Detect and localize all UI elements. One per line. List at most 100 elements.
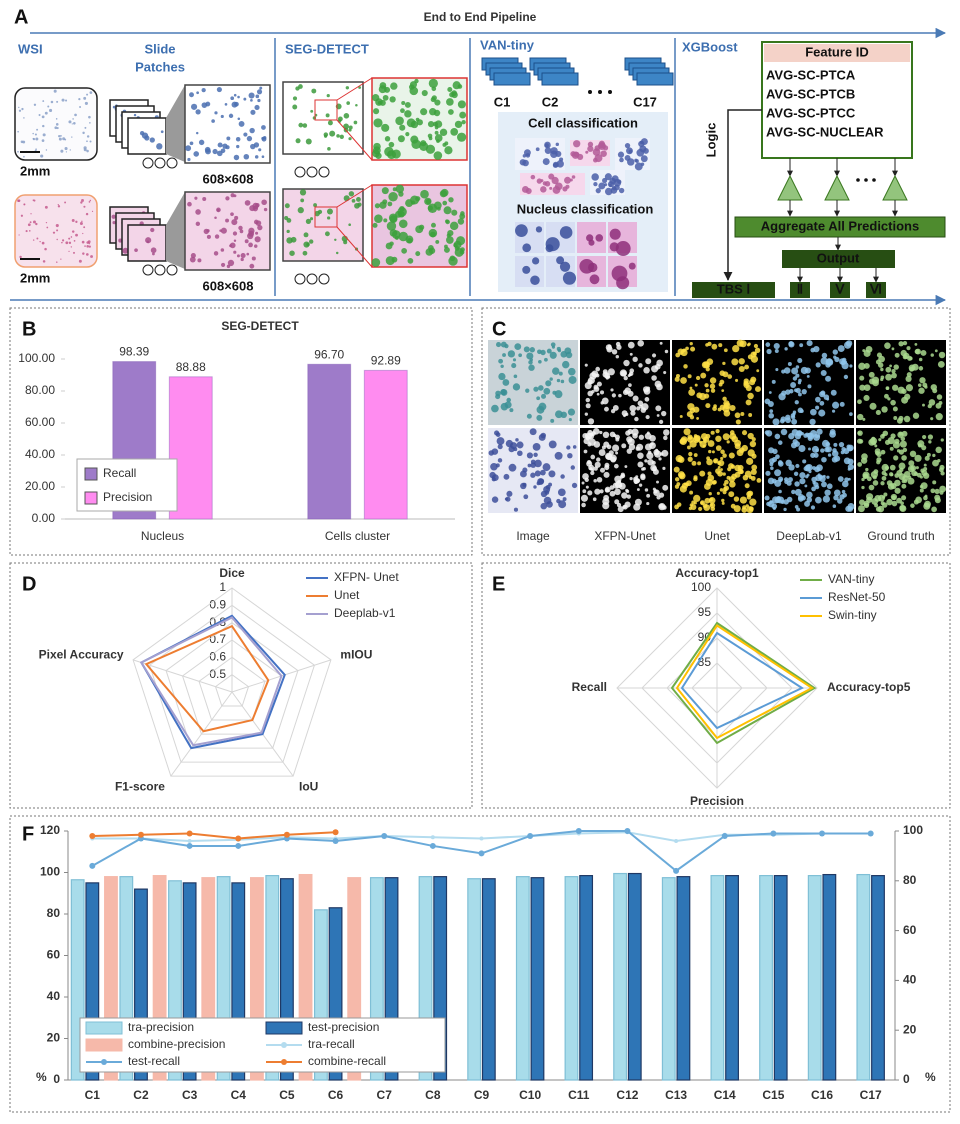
image-texture [303,241,310,248]
image-texture [86,149,89,153]
image-texture [658,419,664,425]
image-texture [253,244,258,248]
image-texture [744,364,750,370]
aggregate-box [734,216,946,238]
image-texture [656,383,663,391]
image-texture [661,410,667,417]
image-texture [83,146,87,150]
image-texture [673,466,680,473]
image-texture [222,143,228,149]
grid-ring [132,587,332,777]
image-texture [824,446,830,453]
image-texture [297,207,304,214]
bar [676,876,691,1081]
image-texture [33,103,37,106]
image-texture [56,100,59,103]
image-texture [500,364,504,369]
image-texture [798,378,802,383]
image-texture [926,452,931,457]
image-texture [889,472,894,477]
image-texture [571,482,578,489]
image-texture [189,256,196,263]
image-texture [84,245,86,247]
image-texture [534,459,542,468]
image-texture [544,141,551,149]
x-tick-label: C11 [568,1088,590,1102]
line-marker [235,842,242,849]
image-texture [905,384,914,392]
image-texture [543,496,552,505]
image-texture [513,447,518,452]
more-dots [154,157,166,169]
image-texture [594,154,603,163]
image-texture [687,445,691,450]
image-texture [194,196,198,200]
image-texture [371,258,381,267]
image-texture [156,143,163,150]
image-texture [523,494,529,500]
image-texture [237,117,241,121]
image-texture [610,409,616,414]
image-texture [833,489,841,497]
image-texture [581,481,585,485]
line-marker [673,867,680,874]
image-texture [663,370,667,375]
image-texture [381,123,390,132]
image-texture [230,96,235,101]
image-texture [639,140,644,145]
image-texture [901,495,907,501]
image-texture [693,453,698,457]
image-texture [459,111,467,119]
image-texture [815,362,821,368]
image-texture [767,401,774,407]
image-texture [233,194,237,198]
x-tick-label: C16 [811,1088,833,1102]
image-texture [214,216,217,220]
image-texture [693,494,701,503]
image-texture [61,239,65,242]
image-texture [55,118,58,120]
image-texture [717,465,721,469]
image-texture [677,471,685,478]
image-texture [248,92,255,99]
image-texture [596,392,600,396]
image-texture [768,412,774,419]
image-texture [862,417,866,421]
image-texture [708,449,712,454]
image-texture [594,461,601,468]
image-texture [56,126,59,130]
image-texture [696,417,700,420]
image-texture [495,463,500,468]
image-texture [746,506,754,514]
x-tick-label: C8 [425,1088,441,1102]
bar [856,873,871,1081]
image-texture [905,375,912,382]
panel-label: A [14,6,28,28]
image-texture [815,396,821,403]
feature-header [764,44,910,62]
image-texture [679,438,685,445]
image-texture [527,463,532,468]
bar [627,872,642,1081]
image-texture [786,496,793,503]
image-texture [70,236,73,238]
image-texture [610,187,618,194]
image-texture [728,476,735,483]
image-texture [447,86,453,93]
image-texture [839,494,845,500]
image-texture [515,224,528,237]
column-label: Ground truth [867,529,934,543]
feature-item: AVG-SC-NUCLEAR [766,124,884,139]
image-texture [689,490,694,495]
image-texture [82,252,85,255]
image-texture [880,367,884,372]
image-texture [84,126,87,129]
image-texture [880,375,885,380]
image-texture [69,149,71,151]
image-texture [799,478,806,485]
image-texture [500,402,509,411]
image-texture [556,256,565,265]
more-dots [294,166,306,178]
image-texture [917,443,923,448]
image-texture [930,417,934,421]
